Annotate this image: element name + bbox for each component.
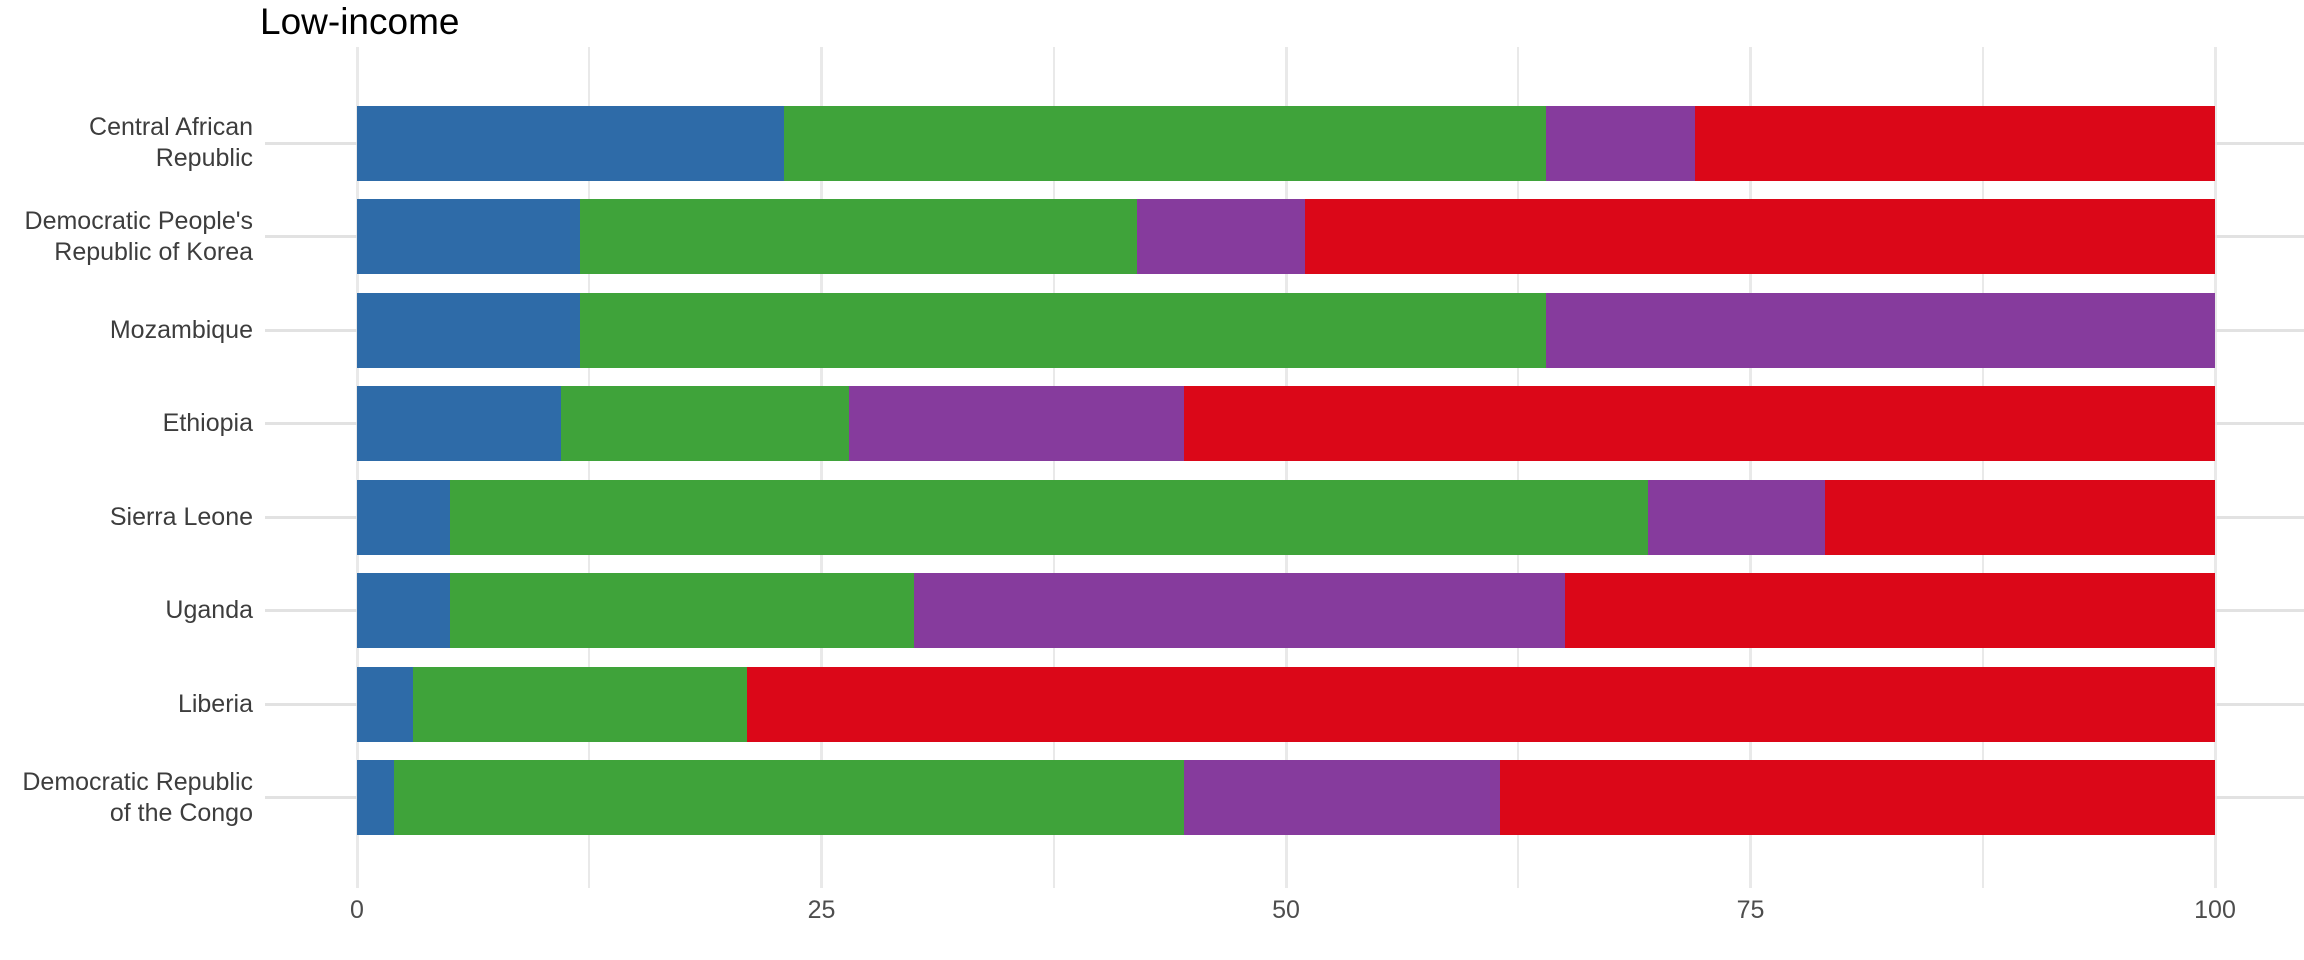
major-vertical-gridline xyxy=(820,47,823,888)
bar-segment-green xyxy=(579,199,1138,274)
minor-vertical-gridline xyxy=(1052,47,1055,888)
bar-segment-red xyxy=(1694,105,2215,181)
bar-segment-green xyxy=(579,292,1547,368)
bar-segment-green xyxy=(412,666,748,742)
x-axis-tick-label: 100 xyxy=(2194,896,2236,924)
bar-segment-red xyxy=(1564,573,2215,648)
bar-segment-blue xyxy=(357,666,413,742)
minor-vertical-gridline xyxy=(1981,47,1984,888)
chart-title: Low-income xyxy=(260,1,460,42)
x-axis-tick-label: 75 xyxy=(1736,896,1765,924)
y-axis-label: Central African Republic xyxy=(89,113,253,172)
bar-segment-red xyxy=(1824,479,2215,555)
major-vertical-gridline xyxy=(1284,47,1288,888)
x-axis-tick-label: 25 xyxy=(807,896,836,924)
bar-segment-blue xyxy=(357,292,580,368)
bar-segment-purple xyxy=(1546,105,1695,181)
major-vertical-gridline xyxy=(355,47,359,888)
bar-segment-purple xyxy=(1137,199,1305,274)
bar-segment-blue xyxy=(357,573,450,648)
bar-segment-blue xyxy=(357,760,395,835)
bar-segment-red xyxy=(1499,760,2215,835)
y-axis-label: Mozambique xyxy=(109,315,253,344)
x-axis-tick-label: 0 xyxy=(350,896,364,924)
bar-segment-red xyxy=(1183,386,2215,461)
y-axis-label: Uganda xyxy=(165,596,253,624)
bar-segment-green xyxy=(561,386,850,461)
x-axis-tick-label: 50 xyxy=(1272,896,1300,924)
y-axis-label: Liberia xyxy=(177,689,253,718)
bar-segment-red xyxy=(1304,199,2215,274)
y-axis-label: Sierra Leone xyxy=(109,502,253,531)
bar-segment-purple xyxy=(1546,292,2215,368)
major-vertical-gridline xyxy=(2213,47,2217,888)
minor-vertical-gridline xyxy=(588,47,591,888)
bar-segment-blue xyxy=(357,199,580,274)
bar-segment-purple xyxy=(1183,760,1500,835)
bar-segment-green xyxy=(449,573,915,648)
bar-segment-blue xyxy=(357,479,450,555)
bar-segment-purple xyxy=(849,386,1184,461)
bar-segment-green xyxy=(784,105,1547,181)
minor-vertical-gridline xyxy=(1517,47,1520,888)
bar-segment-green xyxy=(394,760,1184,835)
y-axis-label: Democratic People's Republic of Korea xyxy=(24,206,253,266)
major-vertical-gridline xyxy=(1749,47,1752,888)
bar-segment-blue xyxy=(357,386,562,461)
bar-segment-blue xyxy=(357,105,785,181)
y-axis-label: Ethiopia xyxy=(162,409,253,437)
bar-segment-green xyxy=(449,479,1649,555)
bar-segment-red xyxy=(747,666,2215,742)
bar-segment-purple xyxy=(914,573,1565,648)
bar-segment-purple xyxy=(1648,479,1825,555)
y-axis-label: Democratic Republic of the Congo xyxy=(22,767,253,827)
